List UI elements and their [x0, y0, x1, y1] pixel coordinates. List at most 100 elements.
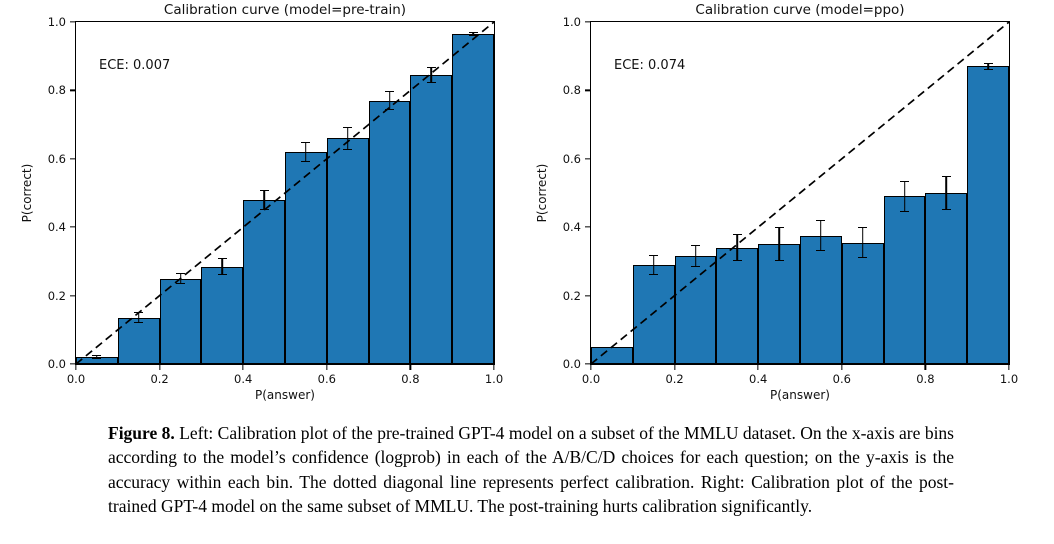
x-tick-label: 0.4 — [749, 372, 768, 386]
x-tick-mark — [326, 364, 328, 370]
x-axis-label: P(answer) — [770, 388, 830, 402]
x-tick-mark — [75, 364, 77, 370]
y-tick-label: 0.8 — [562, 83, 581, 98]
error-bar — [301, 141, 311, 163]
x-tick-mark — [1008, 364, 1010, 370]
y-axis-label: P(correct) — [535, 163, 549, 223]
histogram-bar — [632, 264, 675, 364]
y-tick-mark — [585, 363, 591, 365]
error-bar — [259, 189, 269, 211]
y-tick-label: 0.2 — [562, 288, 581, 303]
error-bar — [92, 355, 102, 359]
y-tick-label: 0.6 — [47, 151, 66, 166]
x-tick-mark — [158, 364, 161, 370]
error-bar — [732, 234, 742, 262]
x-tick-mark — [924, 364, 927, 370]
error-bar — [134, 312, 144, 324]
figure-caption: Figure 8. Left: Calibration plot of the … — [108, 421, 954, 518]
x-tick-mark — [493, 364, 495, 370]
histogram-bar — [758, 244, 800, 364]
x-axis-label: P(answer) — [255, 388, 315, 402]
y-axis-label: P(correct) — [20, 163, 34, 223]
x-tick-label: 0.6 — [832, 372, 851, 386]
x-tick-mark — [673, 364, 676, 370]
error-bar — [816, 220, 826, 252]
x-tick-mark — [590, 364, 592, 370]
histogram-bar — [243, 199, 285, 364]
error-bar — [649, 254, 659, 276]
histogram-bar — [452, 33, 494, 364]
x-tick-label: 0.8 — [916, 372, 935, 386]
histogram-bar — [716, 247, 759, 364]
ece-annotation: ECE: 0.007 — [99, 58, 171, 73]
error-bar — [426, 67, 436, 83]
x-tick-label: 0.2 — [665, 372, 684, 386]
y-tick-mark — [585, 21, 591, 23]
calibration-plot-pretrain: Calibration curve (model=pre-train) ECE:… — [20, 3, 503, 402]
x-tick-label: 0.0 — [581, 372, 601, 386]
x-tick-mark — [841, 364, 843, 370]
error-bar — [691, 245, 700, 268]
y-tick-mark — [70, 158, 76, 160]
calibration-plot-ppo: Calibration curve (model=ppo) ECE: 0.074… — [535, 3, 1018, 402]
error-bar — [176, 272, 185, 285]
x-tick-label: 0.8 — [401, 372, 420, 386]
y-tick-label: 0.8 — [47, 83, 66, 98]
y-tick-mark — [585, 226, 591, 228]
error-bar — [343, 126, 353, 150]
x-tick-label: 1.0 — [999, 372, 1019, 386]
x-tick-label: 0.4 — [234, 372, 253, 386]
x-tick-label: 0.2 — [150, 372, 169, 386]
x-tick-label: 0.6 — [317, 372, 336, 386]
x-tick-mark — [757, 364, 759, 370]
histogram-bar — [883, 196, 926, 364]
histogram-bar — [591, 346, 633, 364]
histogram-bar — [967, 66, 1009, 364]
y-tick-label: 0.6 — [562, 151, 581, 166]
ece-annotation: ECE: 0.074 — [614, 58, 686, 73]
x-tick-mark — [242, 364, 244, 370]
y-tick-mark — [70, 226, 76, 228]
histogram-bar — [368, 100, 411, 364]
y-tick-mark — [585, 294, 591, 297]
x-tick-label: 1.0 — [484, 372, 504, 386]
error-bar — [468, 32, 478, 36]
error-bar — [983, 63, 993, 70]
histogram-bar — [925, 193, 968, 364]
histogram-bar — [117, 317, 160, 364]
histogram-bar — [159, 278, 202, 364]
y-tick-label: 0.0 — [47, 357, 66, 371]
histogram-bar — [201, 266, 244, 364]
histogram-bar — [841, 242, 884, 364]
error-bar — [900, 181, 909, 212]
y-tick-mark — [70, 89, 76, 92]
error-bar — [385, 91, 394, 111]
histogram-bar — [285, 151, 327, 364]
x-tick-label: 0.0 — [66, 372, 86, 386]
y-tick-label: 0.4 — [47, 220, 66, 235]
y-tick-mark — [585, 89, 591, 92]
error-bar — [217, 258, 227, 275]
error-bar — [774, 227, 784, 262]
histogram-bar — [800, 235, 842, 364]
error-bar — [858, 227, 868, 258]
y-tick-mark — [70, 363, 76, 365]
y-tick-mark — [70, 21, 76, 23]
figure-caption-text: Left: Calibration plot of the pre-traine… — [108, 423, 954, 516]
chart-title: Calibration curve (model=ppo) — [695, 2, 905, 18]
chart-title: Calibration curve (model=pre-train) — [163, 2, 407, 18]
y-tick-label: 0.4 — [562, 220, 581, 235]
histogram-bar — [410, 75, 453, 364]
x-tick-mark — [409, 364, 412, 370]
y-tick-label: 0.0 — [562, 357, 581, 371]
y-tick-label: 1.0 — [562, 15, 581, 29]
histogram-bar — [326, 138, 369, 364]
error-bar — [941, 175, 951, 211]
y-tick-mark — [70, 294, 76, 297]
y-tick-mark — [585, 158, 591, 160]
histogram-bar — [674, 256, 717, 364]
y-tick-label: 0.2 — [47, 288, 66, 303]
y-tick-label: 1.0 — [47, 15, 66, 29]
figure-caption-label: Figure 8. — [108, 423, 175, 443]
